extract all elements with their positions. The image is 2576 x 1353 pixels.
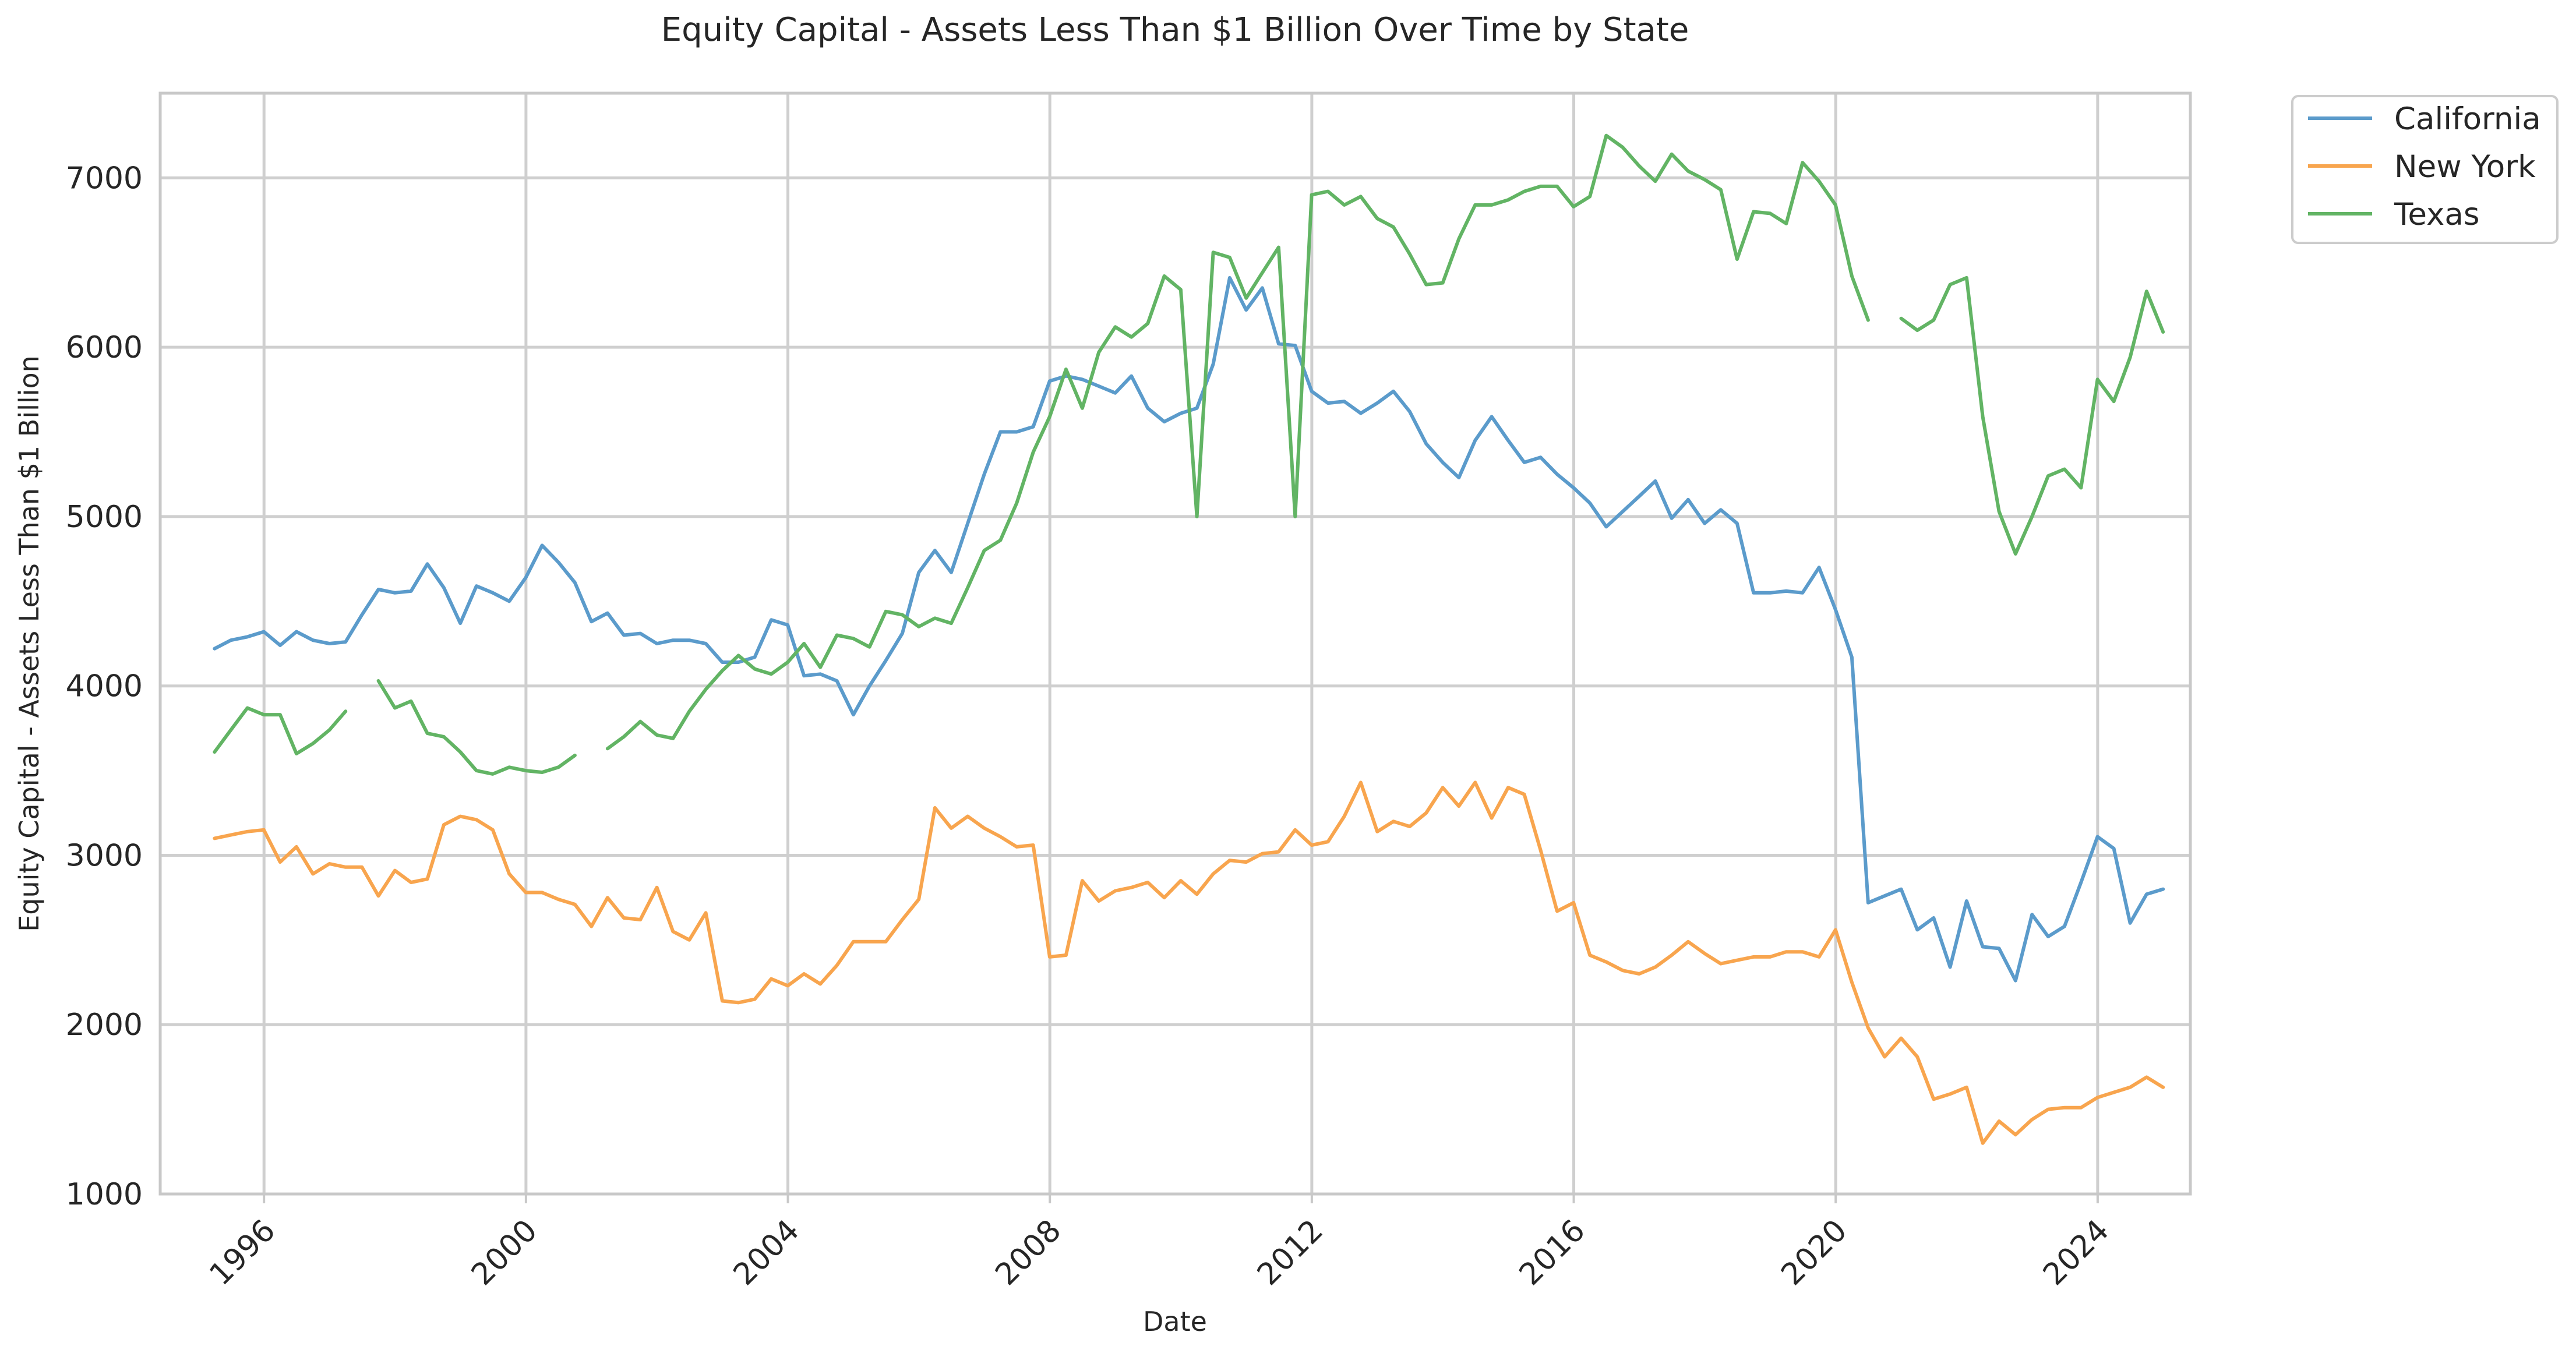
chart-title: Equity Capital - Assets Less Than $1 Bil… <box>661 11 1689 49</box>
series-line-texas <box>376 679 577 776</box>
legend-label-california: California <box>2394 101 2541 137</box>
series-line-texas <box>1899 275 2165 556</box>
series-line-new-york <box>213 780 2165 1145</box>
y-tick-label: 4000 <box>66 669 143 704</box>
y-tick-label: 5000 <box>66 500 143 535</box>
x-axis-ticks: 1996 2000 2004 2008 2012 2016 2020 2024 <box>203 1194 2116 1292</box>
legend-label-new-york: New York <box>2394 149 2536 185</box>
series-lines <box>213 133 2165 1145</box>
x-tick-label: 2016 <box>1513 1213 1592 1292</box>
y-axis-ticks: 1000 2000 3000 4000 5000 6000 7000 <box>66 161 143 1212</box>
y-tick-label: 1000 <box>66 1177 143 1212</box>
x-tick-label: 1996 <box>203 1213 282 1292</box>
x-tick-label: 2024 <box>2037 1213 2116 1292</box>
plot-frame <box>158 91 2192 1196</box>
x-tick-label: 2012 <box>1251 1213 1330 1292</box>
y-tick-label: 3000 <box>66 838 143 873</box>
legend: California New York Texas <box>2291 95 2559 244</box>
grid <box>160 93 2190 1196</box>
y-tick-label: 7000 <box>66 161 143 196</box>
series-line-texas <box>605 133 1870 751</box>
y-tick-label: 2000 <box>66 1008 143 1043</box>
x-tick-label: 2000 <box>465 1213 544 1292</box>
x-tick-label: 2004 <box>727 1213 806 1292</box>
legend-label-texas: Texas <box>2394 197 2480 232</box>
y-tick-label: 6000 <box>66 330 143 365</box>
x-tick-label: 2008 <box>989 1213 1068 1292</box>
y-axis-label: Equity Capital - Assets Less Than $1 Bil… <box>13 355 45 932</box>
x-axis-label: Date <box>1143 1306 1207 1337</box>
series-line-texas <box>213 706 348 755</box>
x-tick-label: 2020 <box>1774 1213 1854 1292</box>
legend-box <box>2291 95 2559 244</box>
